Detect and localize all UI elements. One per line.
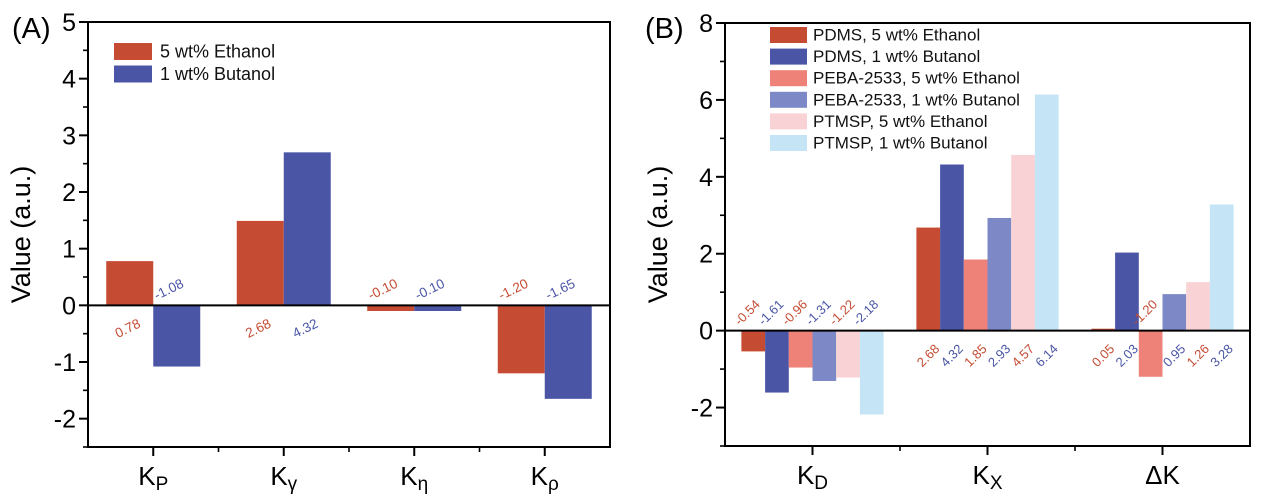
legend-label: 1 wt% Butanol [160,64,275,84]
value-label: -1.22 [826,297,858,329]
category-label: KD [797,460,828,494]
value-label: 0.05 [1089,341,1118,370]
plot-border [87,21,611,448]
bar [812,330,837,382]
panel-b-label: (B) [645,13,684,45]
legend-swatch [770,113,807,130]
bar [987,217,1012,331]
category-label: Kη [400,461,428,495]
bar [1115,252,1139,331]
bar [765,330,789,393]
y-axis-title: Value (a.u.) [6,166,36,304]
bar [916,227,941,331]
category-label: Kρ [531,461,559,495]
value-label: 1.26 [1184,341,1213,370]
legend-label: PTMSP, 1 wt% Butanol [813,134,988,153]
legend-swatch [114,43,152,60]
value-label: 4.57 [1009,341,1038,370]
value-label: -0.10 [366,276,400,303]
y-axis-title: Value (a.u.) [643,166,673,304]
y-tick-label: 0 [62,292,76,320]
legend-label: PDMS, 5 wt% Ethanol [813,26,980,45]
bar [1209,204,1234,331]
panel-a-chart: -2 -1 0 1 2 3 4 5 KP Kγ Kη Kρ 0.78 2.68 -0.10 -1.20 -1.0… [6,9,611,495]
y-tick-label: -2 [691,395,713,423]
bar [1138,330,1163,377]
value-label: -1.31 [802,297,834,329]
bar [1186,282,1210,331]
bar [497,305,545,374]
y-tick-label: 1 [62,236,76,264]
bar [1034,94,1059,331]
y-tick-label: 4 [699,164,713,192]
legend-swatch [770,70,807,87]
y-tick-label: 2 [699,241,713,269]
bar [106,261,154,306]
y-tick-label: 0 [699,318,713,346]
y-tick-label: 4 [62,66,76,94]
bar [963,259,988,331]
category-label: KX [972,460,1002,494]
bar [788,330,813,368]
category-label: ΔK [1145,460,1180,490]
value-label: 2.68 [243,316,273,341]
value-label: -0.10 [413,276,447,303]
value-label: -0.96 [779,297,811,329]
y-tick-label: 6 [699,87,713,115]
bar [859,330,884,415]
value-label: 2.68 [914,341,943,370]
y-tick-label: 2 [62,179,76,207]
y-tick-label: 5 [62,9,76,37]
panel-b-chart: -2 0 2 4 6 8 KD KX ΔK -0.54 2.68 0.05 -1.61 4.32 2.03 -… [643,10,1251,494]
bar [1162,294,1187,331]
category-label: Kγ [270,461,297,495]
value-label: -1.08 [152,276,186,303]
value-label: 1.85 [961,341,990,370]
value-label: 2.03 [1113,341,1142,370]
y-tick-label: 3 [62,122,76,150]
panel-a-label: (A) [12,13,51,45]
value-label: 4.32 [938,341,967,370]
value-label: 3.28 [1207,341,1236,370]
bar [236,220,284,306]
value-label: -0.54 [731,297,763,329]
bar [283,152,331,306]
value-label: 2.93 [985,341,1014,370]
legend-label: 5 wt% Ethanol [160,42,275,62]
bar [940,164,964,331]
legend-swatch [770,91,807,108]
y-tick-label: -2 [54,406,76,434]
value-label: -1.20 [496,276,530,303]
value-label: 0.95 [1160,341,1189,370]
value-label: -1.65 [543,276,577,303]
legend-label: PTMSP, 5 wt% Ethanol [813,112,988,131]
legend-swatch [770,135,807,151]
legend-label: PDMS, 1 wt% Butanol [813,47,980,66]
bar [1011,154,1035,331]
legend-swatch [114,65,152,83]
bar [544,305,592,399]
category-label: KP [138,461,168,495]
bar [741,330,766,352]
value-label: 4.32 [290,316,320,341]
value-label: 6.14 [1032,341,1061,370]
bar [836,330,860,378]
bar [414,305,462,311]
y-tick-label: 8 [699,10,713,38]
legend-swatch [770,27,807,43]
bar [367,305,415,311]
value-label: -1.61 [755,297,787,329]
legend-swatch [770,48,807,65]
legend-label: PEBA-2533, 1 wt% Butanol [813,90,1020,109]
value-label: 0.78 [113,316,143,341]
legend-label: PEBA-2533, 5 wt% Ethanol [813,69,1020,88]
y-tick-label: -1 [54,349,76,377]
value-label: -2.18 [850,297,882,329]
bar [153,305,201,367]
